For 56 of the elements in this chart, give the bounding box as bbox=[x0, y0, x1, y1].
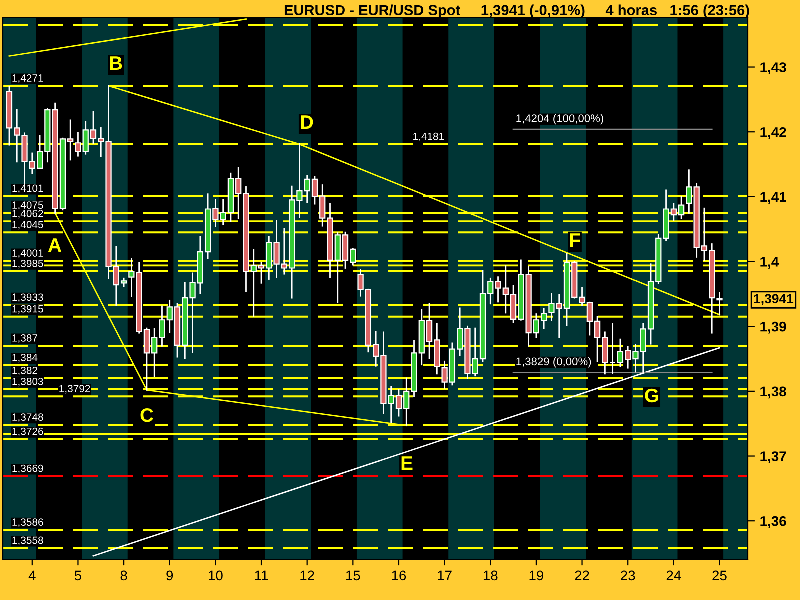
annotation: C bbox=[140, 408, 154, 422]
x-tick-label: 18 bbox=[484, 570, 498, 581]
x-tick-label: 23 bbox=[621, 570, 636, 581]
ref-line-label: 1,4075 bbox=[12, 202, 44, 210]
x-tick-label: 5 bbox=[74, 570, 82, 581]
ref-line-label: 1,4001 bbox=[12, 250, 44, 258]
ref-line-label: 1,3558 bbox=[12, 536, 44, 546]
x-tick-label: 15 bbox=[346, 570, 360, 581]
x-tick-label: 4 bbox=[28, 570, 36, 580]
x-tick-label: 24 bbox=[666, 570, 682, 580]
annotation: E bbox=[402, 456, 413, 470]
x-tick-label: 11 bbox=[255, 570, 268, 580]
ref-line-label: 1,4181 bbox=[414, 132, 444, 142]
x-tick-label: 10 bbox=[209, 570, 223, 581]
annotation: F bbox=[570, 234, 580, 247]
x-tick-label: 25 bbox=[712, 570, 727, 581]
series-label: 1,4204 (100,00%) bbox=[516, 114, 604, 125]
x-tick-label: 12 bbox=[300, 570, 314, 580]
x-tick-label: 8 bbox=[120, 570, 128, 581]
ref-line-label: 1,3669 bbox=[12, 464, 44, 474]
x-tick-label: 16 bbox=[392, 570, 406, 581]
chart-title: EURUSD - EUR/USD Spot 1,3941 (-0,91%) 4 horas 1:56 (23:56) bbox=[284, 4, 750, 18]
y-tick-label: 1,38 bbox=[760, 386, 786, 399]
annotation: B bbox=[110, 56, 122, 70]
x-tick-label: 9 bbox=[166, 570, 174, 581]
candlestick bbox=[610, 323, 616, 374]
ref-line-label: 1,4101 bbox=[12, 184, 44, 194]
ref-line-label: 1,3985 bbox=[12, 260, 44, 269]
ref-line-label: 1,387 bbox=[12, 334, 38, 344]
x-tick-label: 19 bbox=[530, 570, 544, 581]
x-tick-label: 17 bbox=[438, 570, 452, 580]
y-tick-label: 1,37 bbox=[760, 452, 786, 464]
annotation: A bbox=[48, 238, 62, 252]
y-tick-label: 1,4 bbox=[760, 257, 780, 269]
ref-line-label: 1,3803 bbox=[12, 378, 44, 387]
y-tick-label: 1,36 bbox=[760, 516, 786, 528]
ref-line-label: 1,3915 bbox=[12, 305, 44, 314]
text: 1,3941 bbox=[754, 294, 794, 306]
ref-line-label: 1,382 bbox=[12, 366, 38, 376]
ref-line-label: 1,3748 bbox=[12, 414, 44, 422]
y-tick-label: 1,43 bbox=[760, 62, 786, 74]
ref-line-label: 1,3792 bbox=[60, 385, 90, 394]
ref-line-label: 1,4045 bbox=[12, 221, 44, 230]
ref-line-label: 1,4271 bbox=[12, 74, 44, 84]
series-label: 1,3829 (0,00%) bbox=[516, 357, 592, 368]
ref-line-label: 1,3586 bbox=[12, 518, 44, 528]
x-tick-label: 22 bbox=[575, 570, 590, 580]
annotation: D bbox=[301, 116, 314, 130]
annotation: G bbox=[645, 388, 658, 403]
y-tick-label: 1,39 bbox=[760, 322, 786, 334]
ref-line-label: 1,3933 bbox=[12, 294, 44, 302]
ref-line-label: 1,384 bbox=[12, 354, 38, 363]
ref-line-label: 1,4062 bbox=[12, 210, 44, 219]
y-tick-label: 1,41 bbox=[760, 192, 786, 204]
ref-line-label: 1,3726 bbox=[12, 428, 44, 436]
y-tick-label: 1,42 bbox=[760, 127, 786, 140]
